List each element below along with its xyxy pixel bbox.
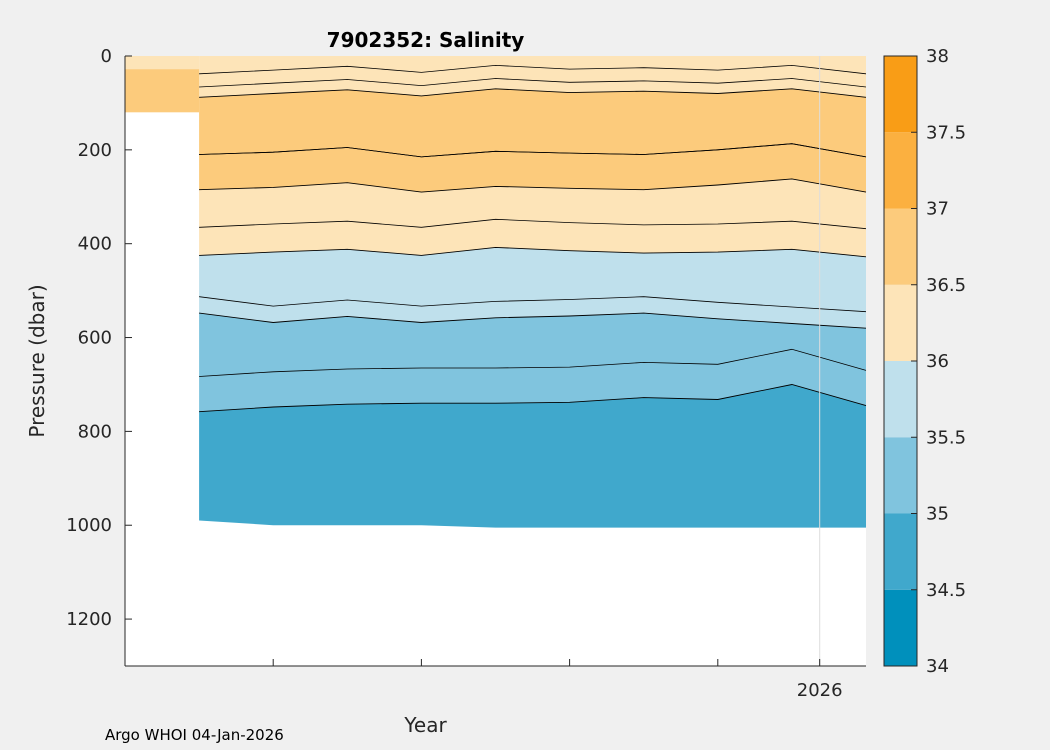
y-tick-label: 200	[78, 140, 112, 161]
y-axis-label: Pressure (dbar)	[25, 284, 49, 437]
y-tick-label: 600	[78, 328, 112, 349]
contour-boundary-1	[199, 312, 867, 329]
y-tick-label: 0	[101, 46, 112, 67]
colorbar-swatch	[884, 437, 917, 514]
contour-line-600-650	[199, 348, 867, 377]
colorbar-tick-label: 35.5	[926, 427, 966, 448]
contour-boundary-0	[199, 384, 867, 413]
colorbar-tick-label: 38	[926, 46, 949, 67]
colorbar-tick-label: 35	[926, 504, 949, 525]
contour-line-130-150	[199, 143, 867, 158]
footer-credit: Argo WHOI 04-Jan-2026	[105, 726, 284, 744]
early-profile-surface	[125, 56, 200, 70]
contour-line-450-500	[199, 296, 867, 313]
band-35.5-36	[199, 247, 867, 329]
contour-line-surface-a	[199, 78, 867, 88]
contour-line-surface-b	[199, 64, 867, 75]
early-profile-deep	[125, 69, 200, 113]
contour-boundary-4	[199, 88, 867, 98]
colorbar-swatch	[884, 513, 917, 590]
y-tick-label: 1000	[66, 515, 112, 536]
colorbar-swatch	[884, 208, 917, 285]
colorbar-swatch	[884, 361, 917, 438]
band-36.5-37	[199, 88, 867, 193]
colorbar-swatch	[884, 284, 917, 361]
contour-line-330-380	[199, 218, 867, 230]
colorbar-swatch	[884, 132, 917, 209]
band-35-35.5	[199, 313, 867, 412]
y-tick-label: 1200	[66, 609, 112, 630]
colorbar-tick-label: 37.5	[926, 122, 966, 143]
band-36-36.5-mid	[199, 178, 867, 257]
colorbar-tick-label: 34	[926, 656, 949, 677]
colorbar-swatch	[884, 56, 917, 133]
colorbar-swatch	[884, 589, 917, 666]
colorbar-tick-label: 36	[926, 351, 949, 372]
colorbar-tick-label: 36.5	[926, 275, 966, 296]
contour-boundary-2	[199, 246, 867, 258]
x-tick-label: 2026	[797, 680, 843, 701]
colorbar-tick-label: 37	[926, 199, 949, 220]
colorbar-tick-label: 34.5	[926, 580, 966, 601]
x-axis-label: Year	[403, 713, 447, 737]
y-tick-label: 800	[78, 421, 112, 442]
band-36-36.5-surface	[199, 56, 867, 98]
contour-boundary-3	[199, 178, 867, 193]
band-34.5-35	[199, 384, 867, 528]
chart-title: 7902352: Salinity	[327, 28, 525, 52]
y-tick-label: 400	[78, 234, 112, 255]
